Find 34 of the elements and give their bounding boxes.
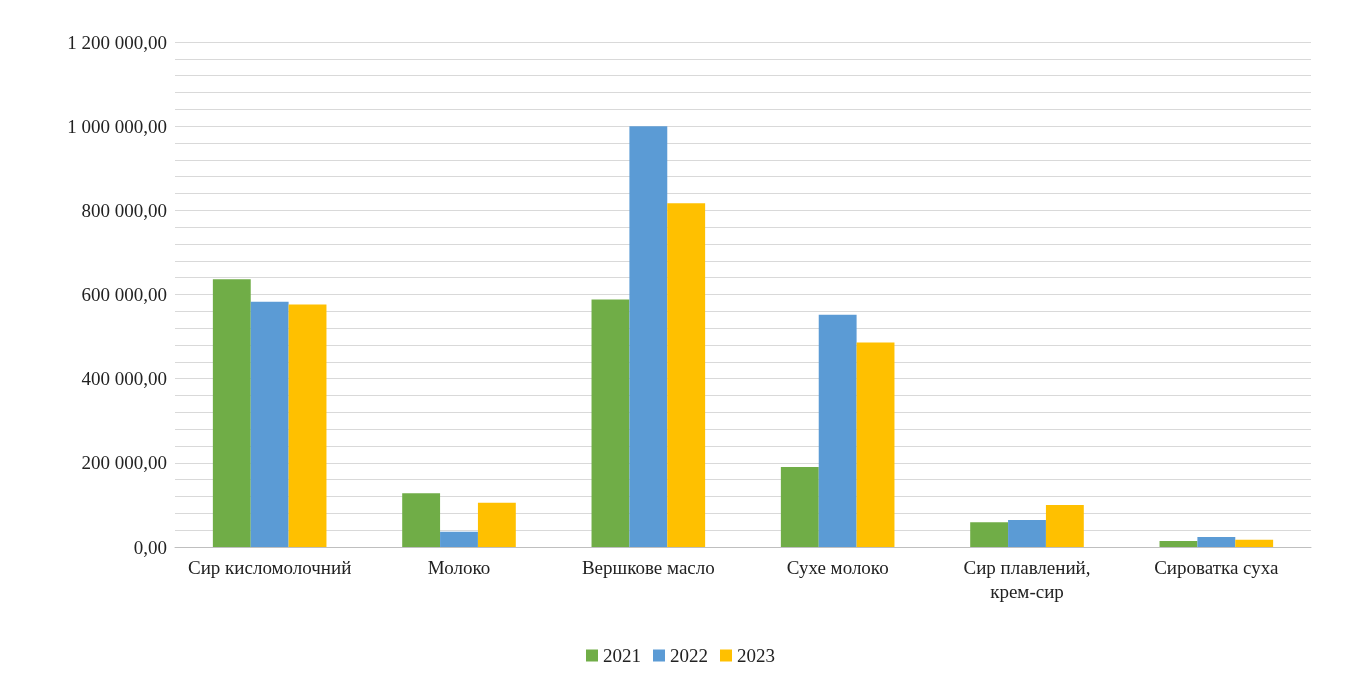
bar [818,314,857,547]
bar [250,301,289,547]
x-tick-label: Сир плавлений, крем-сир [963,556,1091,602]
bar [856,342,895,547]
y-tick-label: 400 000,00 [81,368,167,390]
x-tick-label: Молоко [427,556,491,578]
y-tick-label: 1 000 000,00 [67,115,167,137]
x-tick-label: Вершкове масло [581,556,715,578]
bar [667,203,706,547]
bar [629,126,668,547]
y-tick-label: 200 000,00 [81,452,167,474]
legend-label: 2022 [670,645,708,666]
y-tick-label: 800 000,00 [81,199,167,221]
bar [1159,541,1198,547]
y-tick-label: 1 200 000,00 [67,31,167,53]
bar [440,531,478,547]
bar [402,493,441,547]
x-tick-label: Сухе молоко [786,556,889,578]
bar [591,299,630,547]
bar [1197,536,1236,547]
bar [288,304,327,547]
bar [1045,504,1084,547]
x-tick-label: Сироватка суха [1154,556,1280,578]
y-tick-label: 600 000,00 [81,284,167,305]
bar [1235,539,1274,547]
bar [1008,520,1046,547]
y-tick-label: 0,00 [133,536,167,558]
bar [780,467,819,547]
legend-label: 2021 [603,645,641,666]
bar [970,522,1009,547]
legend-label: 2023 [737,645,775,666]
x-tick-label: Сир кисломолочний [187,556,352,578]
bar [477,502,516,547]
bar [212,279,251,547]
